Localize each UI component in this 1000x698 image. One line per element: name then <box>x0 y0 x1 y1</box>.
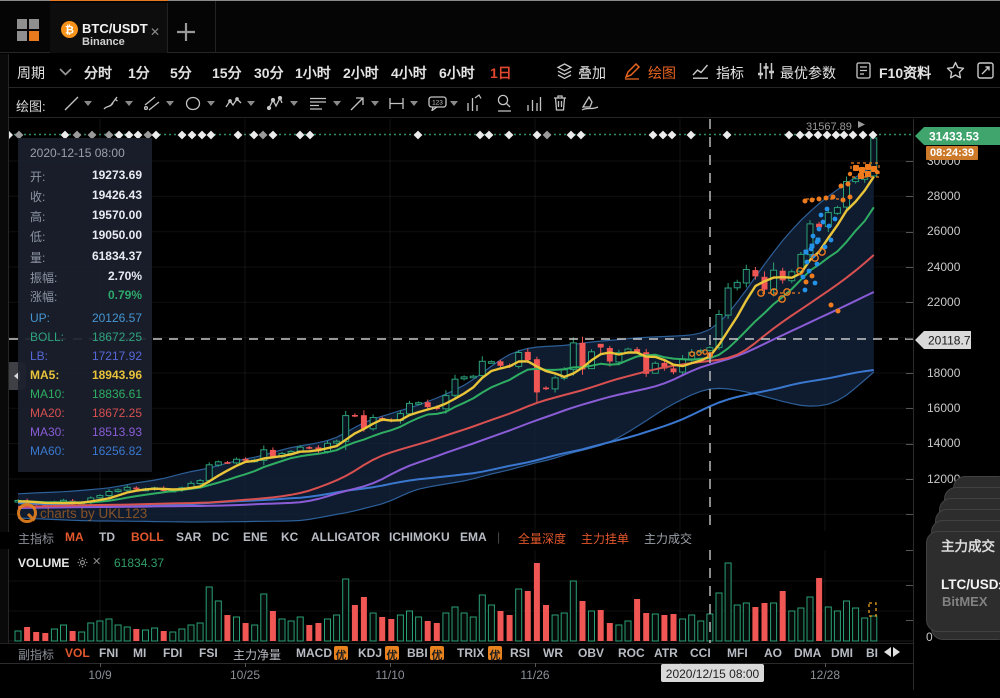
svg-text:20118.7: 20118.7 <box>928 334 971 348</box>
svg-text:31433.53: 31433.53 <box>929 130 979 144</box>
svg-text:123: 123 <box>432 100 443 107</box>
svg-text:₿: ₿ <box>65 25 74 37</box>
